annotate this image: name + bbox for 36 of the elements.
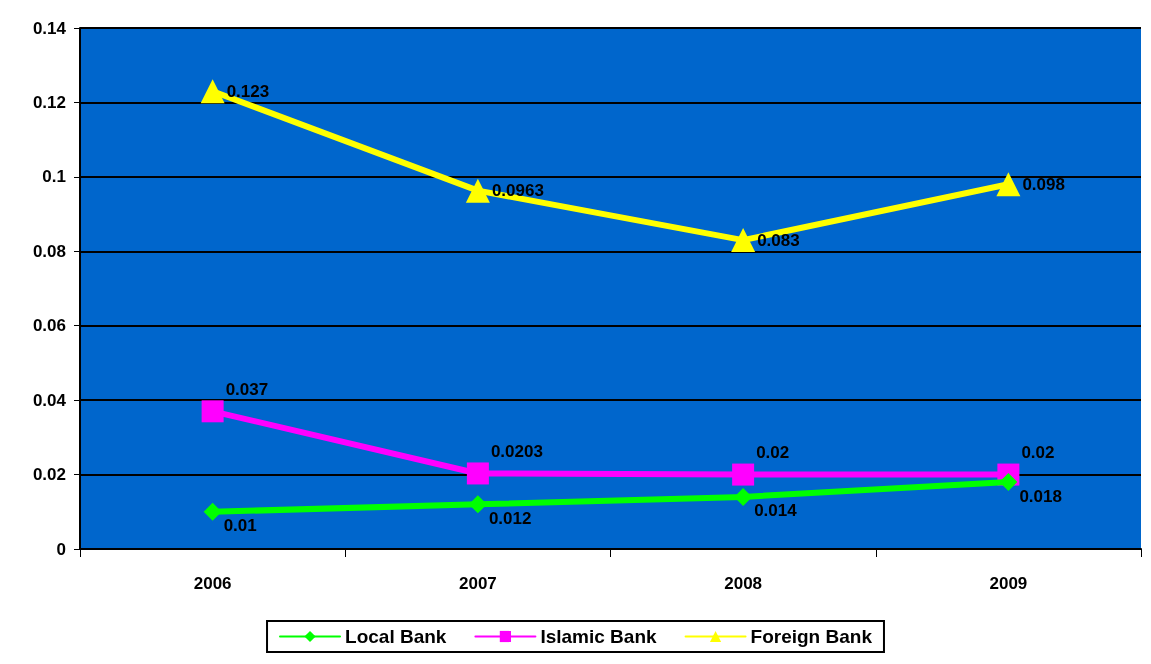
data-label: 0.02 [756, 443, 790, 463]
x-tick-label: 2006 [193, 574, 232, 593]
point [732, 463, 755, 486]
data-label: 0.083 [757, 230, 800, 250]
point [203, 502, 222, 521]
legend-label: Foreign Bank [750, 626, 873, 647]
point [466, 462, 489, 485]
x-tick-label: 2008 [724, 574, 763, 593]
data-label: 0.0963 [491, 181, 544, 201]
point [200, 79, 225, 104]
y-tick-label: 0.08 [32, 241, 66, 261]
point [996, 172, 1021, 197]
data-label: 0.012 [488, 508, 532, 528]
x-tick-label: 2009 [989, 574, 1028, 593]
data-label: 0.014 [754, 501, 798, 521]
point [201, 400, 224, 423]
y-tick-label: 0.02 [32, 465, 66, 485]
legend-label: Islamic Bank [540, 626, 657, 647]
data-label: 0.037 [225, 379, 269, 399]
x-tick-label: 2007 [458, 574, 497, 593]
data-label: 0.018 [1019, 486, 1062, 506]
data-label: 0.0203 [490, 441, 543, 461]
data-label: 0.098 [1022, 174, 1065, 194]
y-tick-label: 0.04 [32, 390, 67, 410]
data-label: 0.02 [1021, 443, 1055, 463]
point [999, 473, 1018, 492]
data-label: 0.123 [226, 81, 270, 101]
y-tick-label: 0.1 [42, 167, 66, 187]
point [465, 178, 490, 203]
y-tick-label: 0.06 [32, 316, 66, 336]
data-label: 0.01 [223, 516, 257, 536]
y-tick-label: 0.12 [32, 92, 66, 112]
y-tick-label: 0 [56, 539, 66, 559]
legend-label: Local Bank [345, 626, 447, 647]
y-tick-label: 0.14 [32, 18, 67, 38]
point [731, 228, 756, 253]
